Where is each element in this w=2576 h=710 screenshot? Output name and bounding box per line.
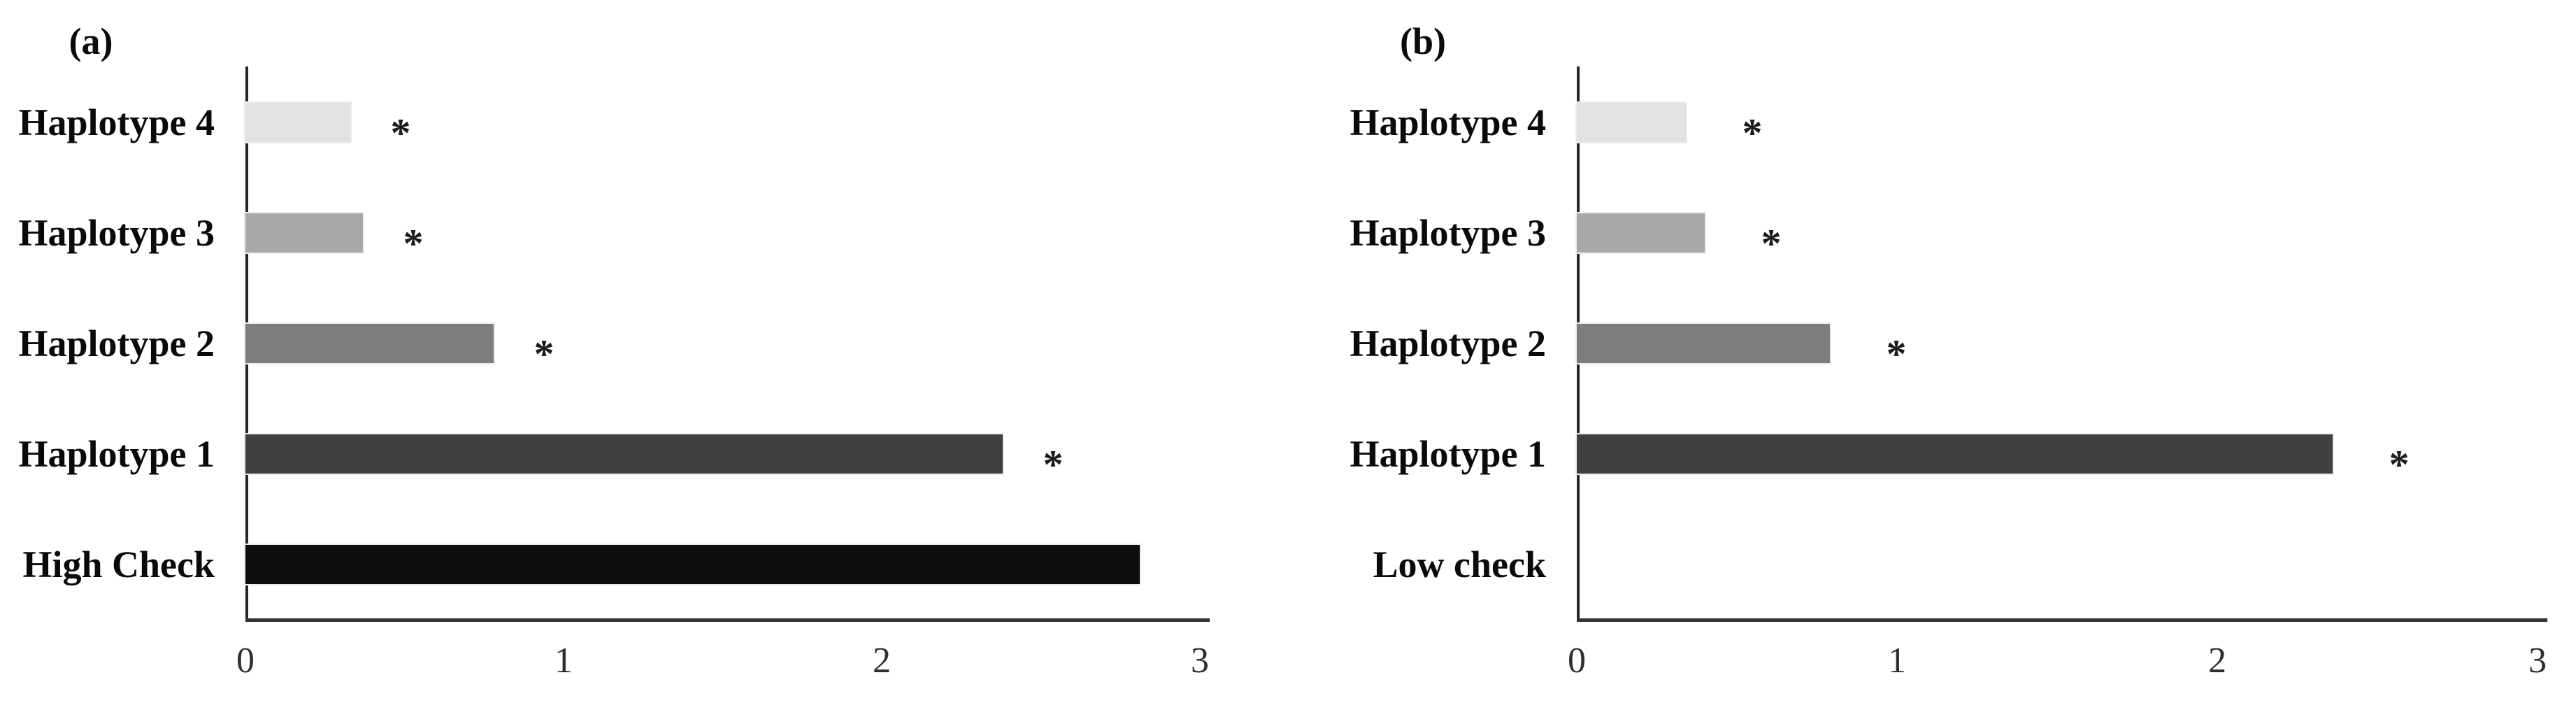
bar-haplotype-1 [1575,433,2334,475]
category-label-haplotype-1: Haplotype 1 [18,433,215,475]
bar-high-check [244,544,1141,585]
bar-haplotype-1 [244,433,1004,475]
x-axis-tick-label-0: 0 [236,641,255,681]
category-label-haplotype-2: Haplotype 2 [18,322,215,364]
significance-asterisk-haplotype-2: * [1875,323,1917,377]
x-axis-tick-label-3: 3 [2528,641,2547,681]
significance-asterisk-haplotype-2: * [523,323,565,377]
asterisk-glyph: * [534,331,554,377]
x-axis-tick-label-1: 1 [1888,641,1906,681]
asterisk-glyph: * [2389,441,2410,488]
asterisk-glyph: * [403,220,424,267]
asterisk-glyph: * [1742,110,1763,156]
x-axis-tick-label-1: 1 [554,641,573,681]
bar-haplotype-4 [1575,101,1687,143]
x-axis-tick-label-3: 3 [1191,641,1209,681]
bar-haplotype-3 [244,212,364,254]
asterisk-glyph: * [1886,331,1907,377]
panel-letter: (b) [1400,20,1446,62]
asterisk-glyph: * [1043,441,1064,488]
significance-asterisk-haplotype-3: * [392,213,434,267]
panel-letter: (a) [69,20,113,62]
bar-haplotype-4 [244,101,352,143]
category-label-haplotype-3: Haplotype 3 [1350,212,1546,254]
bar-haplotype-3 [1575,212,1706,254]
significance-asterisk-haplotype-1: * [2378,434,2420,488]
x-axis-line [1577,618,2547,622]
x-axis-line [245,618,1210,622]
significance-asterisk-haplotype-1: * [1032,434,1074,488]
asterisk-glyph: * [1761,220,1782,267]
category-label-low-check: Low check [1373,544,1546,585]
significance-asterisk-haplotype-4: * [1731,102,1773,156]
category-label-haplotype-4: Haplotype 4 [1350,101,1546,143]
y-axis-line [245,66,248,621]
asterisk-glyph: * [390,110,411,156]
category-label-haplotype-4: Haplotype 4 [18,101,215,143]
significance-asterisk-haplotype-3: * [1750,213,1792,267]
bar-haplotype-2 [1575,322,1831,364]
category-label-haplotype-3: Haplotype 3 [18,212,215,254]
category-label-high-check: High Check [22,544,215,585]
x-axis-tick-label-2: 2 [2208,641,2226,681]
significance-asterisk-haplotype-4: * [380,102,422,156]
y-axis-line [1577,66,1580,621]
bar-haplotype-2 [244,322,495,364]
category-label-haplotype-2: Haplotype 2 [1350,322,1546,364]
category-label-haplotype-1: Haplotype 1 [1350,433,1546,475]
x-axis-tick-label-2: 2 [873,641,891,681]
x-axis-tick-label-0: 0 [1568,641,1586,681]
